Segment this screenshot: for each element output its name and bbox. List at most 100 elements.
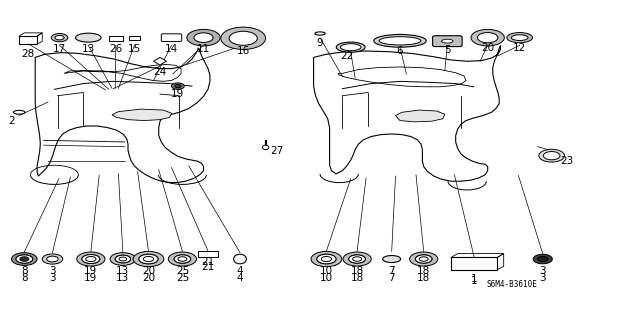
Text: 1: 1 <box>471 276 477 286</box>
Text: 7: 7 <box>388 265 395 276</box>
Text: 15: 15 <box>128 44 141 55</box>
Circle shape <box>415 255 432 263</box>
Text: 10: 10 <box>320 265 333 276</box>
Ellipse shape <box>511 35 528 41</box>
Text: 16: 16 <box>237 46 250 56</box>
Circle shape <box>143 256 154 262</box>
Circle shape <box>538 256 548 262</box>
Polygon shape <box>112 109 172 121</box>
Text: 9: 9 <box>317 38 323 48</box>
Circle shape <box>12 253 37 265</box>
Text: 3: 3 <box>540 265 546 276</box>
Text: 18: 18 <box>417 265 430 276</box>
Text: 13: 13 <box>82 44 95 55</box>
Circle shape <box>115 255 131 263</box>
Circle shape <box>317 254 336 264</box>
Ellipse shape <box>13 110 25 114</box>
FancyBboxPatch shape <box>433 36 462 47</box>
Bar <box>451 257 497 270</box>
Text: 25: 25 <box>176 272 189 283</box>
Circle shape <box>51 33 68 42</box>
Text: 18: 18 <box>351 265 364 276</box>
Circle shape <box>317 254 336 264</box>
Circle shape <box>477 33 498 43</box>
Ellipse shape <box>340 44 361 51</box>
Circle shape <box>353 257 362 261</box>
Text: 19: 19 <box>84 272 97 283</box>
Circle shape <box>172 83 184 89</box>
Circle shape <box>415 255 432 263</box>
Ellipse shape <box>374 34 426 47</box>
Circle shape <box>533 254 552 264</box>
Text: 12: 12 <box>513 43 526 54</box>
Text: 5: 5 <box>444 45 451 56</box>
Text: 14: 14 <box>165 44 178 55</box>
Ellipse shape <box>379 37 421 45</box>
Text: 20: 20 <box>142 272 155 283</box>
Text: 2: 2 <box>8 116 15 126</box>
Circle shape <box>42 254 63 264</box>
Circle shape <box>86 256 96 262</box>
Text: 1: 1 <box>471 274 477 284</box>
Text: 19: 19 <box>84 265 97 276</box>
Ellipse shape <box>337 42 365 52</box>
Text: S6M4-B3610E: S6M4-B3610E <box>486 280 538 289</box>
Ellipse shape <box>383 256 401 263</box>
Text: 3: 3 <box>49 265 56 276</box>
Circle shape <box>139 254 158 264</box>
Circle shape <box>16 255 33 263</box>
Text: 20: 20 <box>142 265 155 276</box>
Bar <box>129 36 140 40</box>
Circle shape <box>174 255 191 263</box>
Circle shape <box>16 255 33 263</box>
Circle shape <box>539 149 564 162</box>
Text: 20: 20 <box>481 43 494 54</box>
Circle shape <box>187 29 220 46</box>
Circle shape <box>110 253 136 265</box>
Text: 21: 21 <box>202 262 214 272</box>
Circle shape <box>174 255 191 263</box>
Polygon shape <box>396 110 445 122</box>
Text: 3: 3 <box>49 272 56 283</box>
Ellipse shape <box>315 32 325 35</box>
Text: 22: 22 <box>340 50 353 61</box>
Circle shape <box>349 255 365 263</box>
Bar <box>19 36 37 44</box>
Circle shape <box>20 257 29 261</box>
Text: 18: 18 <box>417 272 430 283</box>
Circle shape <box>77 252 105 266</box>
Circle shape <box>82 255 100 263</box>
Text: 6: 6 <box>397 46 403 56</box>
Circle shape <box>349 255 365 263</box>
Text: 21: 21 <box>202 257 214 267</box>
Circle shape <box>221 27 266 49</box>
Bar <box>109 36 123 41</box>
Circle shape <box>175 85 181 88</box>
Text: 24: 24 <box>154 67 166 77</box>
Text: 27: 27 <box>270 145 283 156</box>
Text: 4: 4 <box>237 265 243 276</box>
Circle shape <box>133 251 164 267</box>
Polygon shape <box>154 57 166 65</box>
Circle shape <box>178 257 187 261</box>
Circle shape <box>115 255 131 263</box>
Text: 26: 26 <box>109 44 122 55</box>
Circle shape <box>194 33 213 42</box>
Text: 13: 13 <box>116 265 129 276</box>
Text: 18: 18 <box>351 272 364 283</box>
Text: 8: 8 <box>21 265 28 276</box>
FancyBboxPatch shape <box>161 34 182 41</box>
Circle shape <box>168 252 196 266</box>
Circle shape <box>82 255 100 263</box>
Ellipse shape <box>262 145 269 150</box>
Circle shape <box>343 252 371 266</box>
Circle shape <box>321 256 332 262</box>
Ellipse shape <box>76 33 101 42</box>
Text: 11: 11 <box>197 44 210 55</box>
Circle shape <box>311 251 342 267</box>
Text: 17: 17 <box>53 44 66 55</box>
Circle shape <box>543 152 560 160</box>
Text: 23: 23 <box>560 156 573 166</box>
Text: 8: 8 <box>21 272 28 283</box>
Ellipse shape <box>234 254 246 264</box>
